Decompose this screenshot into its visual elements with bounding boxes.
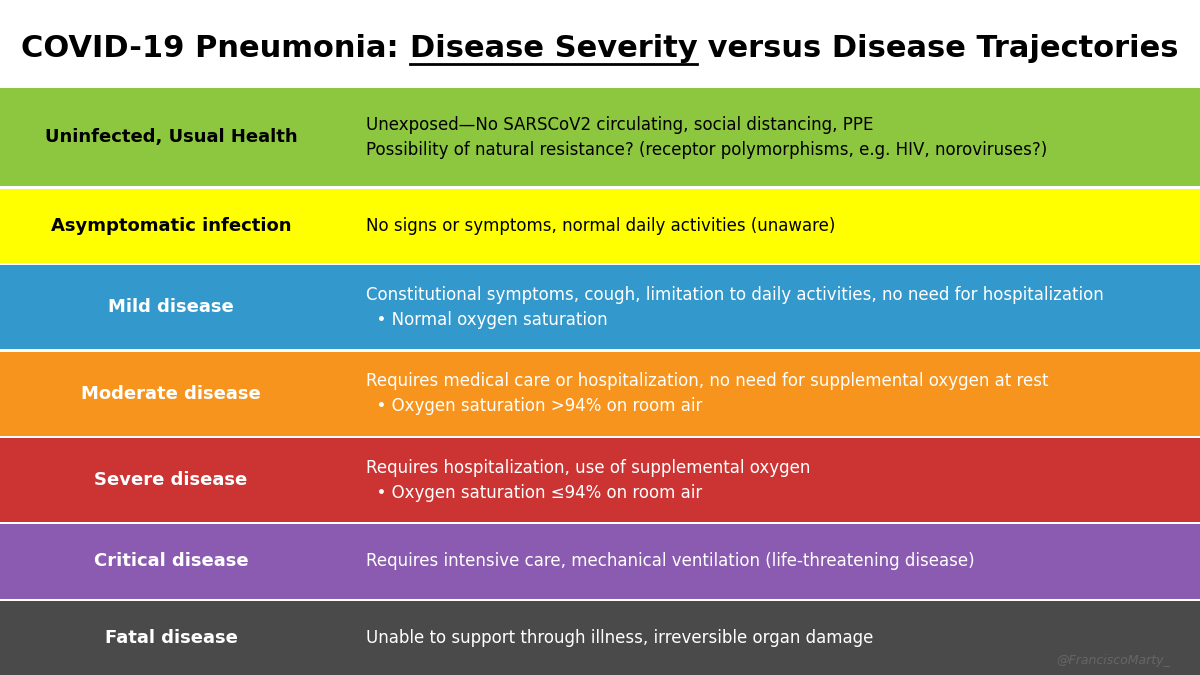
Text: Fatal disease: Fatal disease xyxy=(104,629,238,647)
Text: @FranciscoMarty_: @FranciscoMarty_ xyxy=(1056,654,1170,667)
Bar xyxy=(0,352,1200,435)
Text: No signs or symptoms, normal daily activities (unaware): No signs or symptoms, normal daily activ… xyxy=(366,217,835,235)
Text: Constitutional symptoms, cough, limitation to daily activities, no need for hosp: Constitutional symptoms, cough, limitati… xyxy=(366,286,1104,329)
Text: COVID-19 Pneumonia:: COVID-19 Pneumonia: xyxy=(22,34,409,63)
Bar xyxy=(0,524,1200,599)
Bar xyxy=(0,88,1200,186)
Text: Requires intensive care, mechanical ventilation (life-threatening disease): Requires intensive care, mechanical vent… xyxy=(366,553,974,570)
Text: Mild disease: Mild disease xyxy=(108,298,234,317)
Bar xyxy=(0,601,1200,675)
Bar xyxy=(0,438,1200,522)
Text: Severe disease: Severe disease xyxy=(95,471,247,489)
Text: Uninfected, Usual Health: Uninfected, Usual Health xyxy=(44,128,298,146)
Text: Requires medical care or hospitalization, no need for supplemental oxygen at res: Requires medical care or hospitalization… xyxy=(366,372,1049,415)
Text: Unable to support through illness, irreversible organ damage: Unable to support through illness, irrev… xyxy=(366,629,874,647)
Text: Disease Severity: Disease Severity xyxy=(409,34,697,63)
Bar xyxy=(0,189,1200,263)
Text: Requires hospitalization, use of supplemental oxygen
  • Oxygen saturation ≤94% : Requires hospitalization, use of supplem… xyxy=(366,458,810,502)
Text: Unexposed—No SARSCoV2 circulating, social distancing, PPE
Possibility of natural: Unexposed—No SARSCoV2 circulating, socia… xyxy=(366,115,1048,159)
Text: Moderate disease: Moderate disease xyxy=(82,385,260,403)
Text: versus Disease Trajectories: versus Disease Trajectories xyxy=(697,34,1178,63)
Text: Critical disease: Critical disease xyxy=(94,553,248,570)
Bar xyxy=(0,265,1200,349)
Text: Asymptomatic infection: Asymptomatic infection xyxy=(50,217,292,235)
